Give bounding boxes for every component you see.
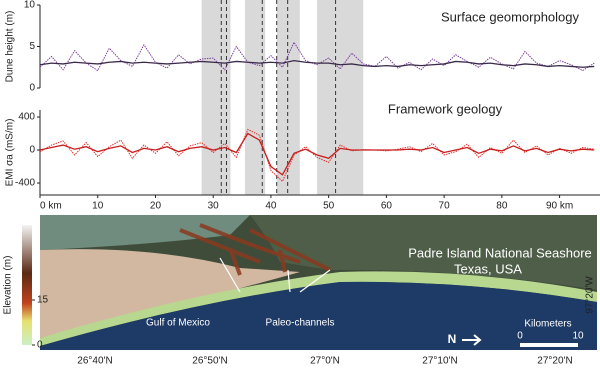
x-tick-label: 10: [92, 201, 104, 212]
colorbar-ticks: 0 15: [32, 295, 49, 351]
y-axis-label: EMI σa (mS/m): [5, 119, 16, 187]
lat-label: 26°40'N: [77, 356, 112, 367]
x-tick-label: 40: [265, 201, 277, 212]
series-line: [39, 59, 595, 68]
paleo-channel: [179, 223, 331, 276]
x-tick-label: 50: [323, 201, 335, 212]
scale-bar: [520, 343, 578, 347]
vegetation: [250, 215, 597, 290]
shaded-range: [317, 0, 364, 195]
series-line: [39, 132, 595, 176]
series-line: [39, 41, 595, 72]
x-tick-label: 20: [150, 201, 162, 212]
lon-label: 97°20'W: [585, 276, 596, 314]
map-label: Paleo-channels: [266, 318, 335, 329]
lagoon: [40, 215, 250, 250]
x-tick-label: 30: [208, 201, 220, 212]
gulf-water: [40, 281, 597, 350]
map-label: Gulf of Mexico: [146, 318, 210, 329]
x-tick-label: 80: [496, 201, 508, 212]
scale-tick: 10: [572, 331, 584, 342]
north-arrow: [462, 334, 482, 346]
lat-label: 26°50'N: [192, 356, 227, 367]
north-label: N: [448, 332, 457, 346]
colorbar-tick-label: 0: [37, 340, 43, 351]
x-tick-label: 70: [439, 201, 451, 212]
x-tick-label: 0 km: [40, 201, 62, 212]
scale-tick: 0: [517, 331, 523, 342]
chart-title: Surface geomorphology: [441, 9, 580, 24]
sand-flat: [40, 249, 300, 338]
colorbar-tick-label: 15: [37, 295, 49, 306]
x-tick-label: 90 km: [546, 201, 573, 212]
map-title: Padre Island National Seashore: [408, 245, 592, 260]
y-tick-label: 5: [29, 41, 35, 52]
shaded-range: [276, 0, 300, 195]
shaded-layer: [201, 0, 364, 195]
lat-labels: 26°40'N 26°50'N 27°0'N 27°10'N 27°20'N: [77, 356, 572, 367]
y-tick-label: -400: [15, 178, 35, 189]
y-tick-label: 10: [24, 0, 36, 11]
lat-label: 27°20'N: [537, 356, 572, 367]
lat-label: 27°0'N: [310, 356, 340, 367]
chart-title: Framework geology: [388, 101, 503, 116]
arrow: [219, 257, 331, 293]
shaded-range: [201, 0, 231, 195]
colorbar-label: Elevation (m): [3, 256, 14, 315]
map-panel: Padre Island National Seashore Texas, US…: [40, 215, 597, 350]
y-axis-label: Dune height (m): [5, 11, 16, 83]
shaded-range: [244, 0, 266, 195]
y-tick-label: 400: [18, 112, 35, 123]
colorbar: [22, 225, 32, 345]
y-tick-label: 0: [29, 145, 35, 156]
x-tick-label: 60: [381, 201, 393, 212]
series-line: [39, 128, 595, 183]
map-subtitle: Texas, USA: [454, 261, 522, 276]
lat-label: 27°10'N: [422, 356, 457, 367]
y-tick-label: 0: [29, 83, 35, 94]
scale-title: Kilometers: [524, 319, 571, 330]
beach-strip: [40, 271, 597, 346]
